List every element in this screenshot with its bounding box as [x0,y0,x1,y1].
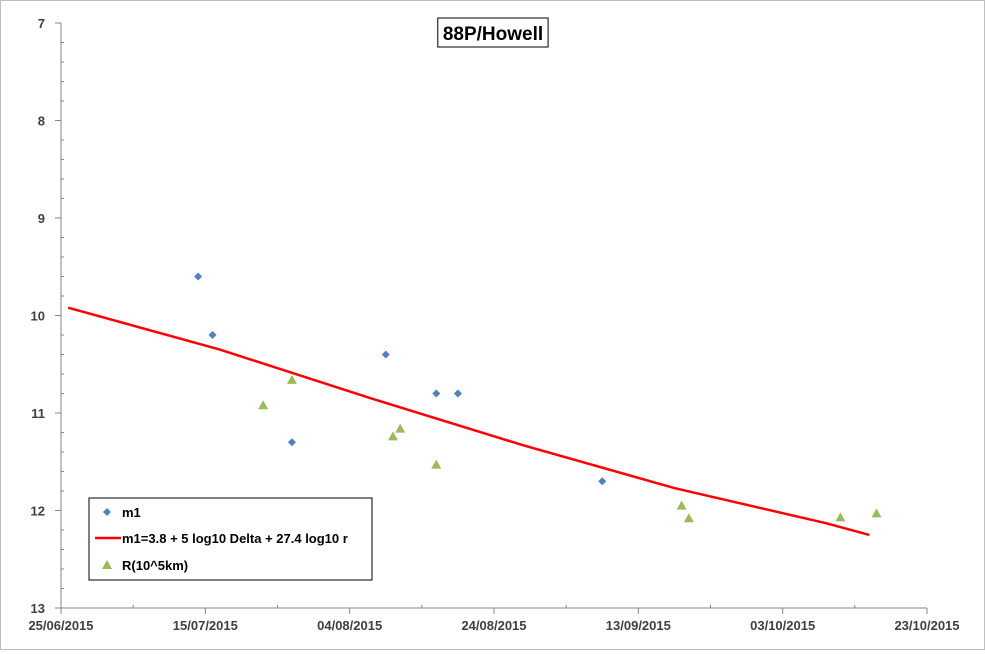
m1-point [208,331,217,339]
chart-title-box [437,17,549,48]
x-tick-label: 25/06/2015 [28,618,93,633]
m1-point [194,272,203,281]
x-tick-label: 24/08/2015 [461,618,526,633]
m1-point [381,350,390,359]
m1-point [287,438,296,447]
r-point [676,500,687,510]
legend-box [88,497,373,581]
y-tick-label: 9 [38,211,45,226]
legend-label: m1=3.8 + 5 log10 Delta + 27.4 log10 r [122,531,348,546]
trend-line [67,306,870,537]
r-point [258,400,269,410]
y-tick-label: 11 [31,406,45,421]
r-point [871,508,882,518]
r-point [286,374,297,384]
data-points-group [194,272,882,523]
m1-point [432,389,441,398]
r-point [395,423,406,433]
y-tick-label: 10 [31,309,45,324]
y-tick-label: 13 [31,601,45,616]
legend: m1 m1=3.8 + 5 log10 Delta + 27.4 log10 r R… [88,497,373,581]
axes: 7 8 9 10 11 12 13 25/06/2015 15/07/2015 04/08/201… [28,16,959,633]
m1-point [598,477,607,486]
r-point [387,431,398,441]
legend-label: m1 [122,505,141,520]
m1-point [453,389,462,398]
x-tick-label: 15/07/2015 [173,618,238,633]
r-point [835,512,846,522]
x-tick-label: 04/08/2015 [317,618,382,633]
y-tick-label: 7 [38,16,45,31]
legend-diamond-swatch [103,508,111,516]
chart-title: 88P/Howell [437,17,549,48]
y-tick-label: 12 [31,504,45,519]
chart-title-text: 88P/Howell [443,24,543,45]
trend-line-group [67,306,870,537]
x-tick-label: 23/10/2015 [894,618,959,633]
legend-label: R(10^5km) [122,558,188,573]
x-tick-label: 03/10/2015 [750,618,815,633]
x-tick-label: 13/09/2015 [606,618,671,633]
y-tick-label: 8 [38,114,45,129]
legend-triangle-swatch [102,560,112,569]
r-point [683,513,694,523]
r-point [431,459,442,469]
